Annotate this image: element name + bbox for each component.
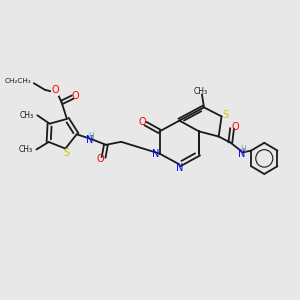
Text: N: N (152, 148, 159, 159)
Text: O: O (231, 122, 239, 132)
Text: O: O (71, 91, 79, 100)
Text: S: S (223, 110, 229, 120)
Text: CH₃: CH₃ (19, 145, 33, 154)
Text: O: O (97, 154, 104, 164)
Text: O: O (139, 117, 146, 127)
Text: N: N (238, 149, 245, 159)
Text: CH₂CH₃: CH₂CH₃ (5, 78, 32, 84)
Text: O: O (51, 85, 59, 95)
Text: N: N (176, 163, 183, 173)
Text: CH₃: CH₃ (194, 87, 208, 96)
Text: N: N (85, 135, 93, 145)
Text: S: S (63, 148, 69, 158)
Text: H: H (240, 145, 246, 154)
Text: CH₃: CH₃ (20, 111, 34, 120)
Text: H: H (89, 132, 94, 141)
